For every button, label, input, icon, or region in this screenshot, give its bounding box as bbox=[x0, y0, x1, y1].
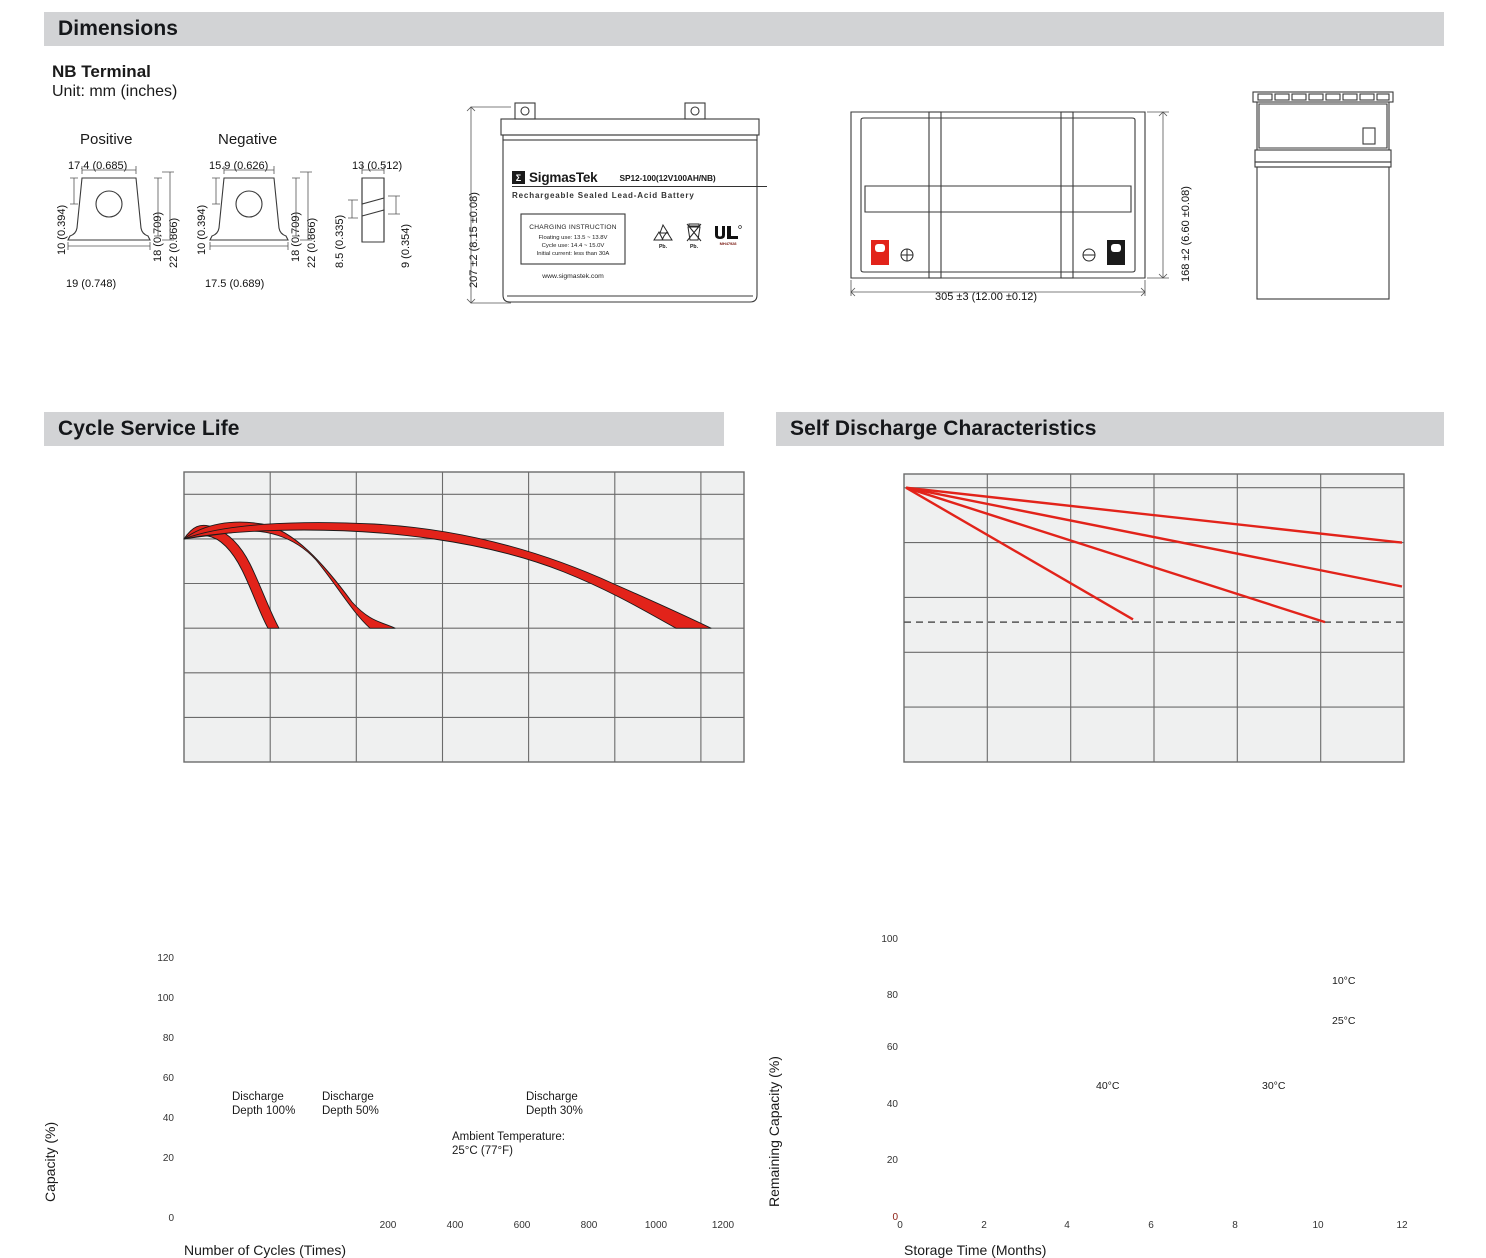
ul-listed-icon bbox=[715, 225, 742, 239]
sd-ytick-100: 100 bbox=[881, 934, 898, 945]
negative-terminal-drawing bbox=[209, 166, 312, 250]
positive-base-width-dim: 19 (0.748) bbox=[66, 278, 117, 290]
sd-y-axis-label: Remaining Capacity (%) bbox=[766, 1056, 782, 1207]
charging-line-floating: Floating use: 13.5 ~ 13.8V bbox=[538, 235, 608, 241]
section-banner-self-discharge: Self Discharge Characteristics bbox=[776, 412, 1444, 446]
sd-ytick-40: 40 bbox=[886, 1099, 898, 1110]
negative-base-width-dim: 17.5 (0.689) bbox=[205, 278, 265, 290]
cycle-xtick-600: 600 bbox=[513, 1220, 531, 1231]
battery-model: SP12-100(12V100AH/NB) bbox=[619, 172, 716, 183]
charging-line-cycle: Cycle use: 14.4 ~ 15.0V bbox=[541, 242, 605, 249]
sigma-logo-icon: Σ bbox=[512, 171, 525, 184]
wheelie-bin-mark: Pb. bbox=[682, 222, 706, 250]
cycle-xtick-1200: 1200 bbox=[711, 1220, 735, 1231]
cycle-xtick-400: 400 bbox=[446, 1220, 464, 1231]
sd-xtick-6: 6 bbox=[1148, 1220, 1154, 1231]
cycle-annotation-ambient-temp: Ambient Temperature: 25°C (77°F) bbox=[452, 1131, 565, 1158]
positive-top-width-dim: 17.4 (0.685) bbox=[68, 160, 128, 172]
section-title-dimensions: Dimensions bbox=[58, 17, 179, 40]
battery-website: www.sigmastek.com bbox=[542, 273, 604, 280]
cycle-xtick-800: 800 bbox=[580, 1220, 598, 1231]
sd-series-label-25c: 25°C bbox=[1332, 1015, 1356, 1027]
wheelie-bin-caption: Pb. bbox=[689, 244, 699, 250]
cycle-annotation-dod30: Discharge Depth 30% bbox=[526, 1091, 583, 1118]
sd-plot-area bbox=[903, 473, 1405, 763]
charging-instruction-block: CHARGING INSTRUCTION Floating use: 13.5 … bbox=[523, 224, 623, 258]
sd-line-30c bbox=[905, 486, 1326, 624]
recycle-caption: Pb. bbox=[658, 244, 668, 250]
cycle-ytick-120: 120 bbox=[157, 953, 174, 964]
sd-ytick-80: 80 bbox=[886, 990, 898, 1001]
cycle-y-axis-label: Capacity (%) bbox=[42, 1121, 58, 1202]
recycle-icon bbox=[653, 223, 673, 241]
brand-name: SigmasTek bbox=[529, 170, 598, 185]
sd-line-25c bbox=[905, 486, 1403, 588]
profile-width-dim: 13 (0.512) bbox=[352, 160, 403, 172]
sd-series-label-40c: 40°C bbox=[1096, 1080, 1120, 1092]
cycle-annotation-dod100: Discharge Depth 100% bbox=[232, 1091, 296, 1118]
section-title-self-discharge: Self Discharge Characteristics bbox=[790, 417, 1097, 440]
positive-terminal-label: Positive bbox=[80, 131, 133, 148]
cycle-xtick-200: 200 bbox=[379, 1220, 397, 1231]
sd-ytick-60: 60 bbox=[886, 1042, 898, 1053]
section-title-cycle: Cycle Service Life bbox=[58, 417, 240, 440]
battery-top-view bbox=[850, 111, 1169, 297]
sd-xtick-10: 10 bbox=[1312, 1220, 1324, 1231]
sd-xtick-8: 8 bbox=[1232, 1220, 1238, 1231]
unit-note: Unit: mm (inches) bbox=[52, 83, 178, 100]
cycle-plot-area bbox=[183, 471, 745, 763]
sd-xtick-0: 0 bbox=[897, 1220, 903, 1231]
recycle-mark: Pb. bbox=[648, 222, 678, 250]
battery-top-width-dim: 305 ±3 (12.00 ±0.12) bbox=[935, 291, 1037, 303]
cycle-annotation-dod50: Discharge Depth 50% bbox=[322, 1091, 379, 1118]
sd-series-label-10c: 10°C bbox=[1332, 975, 1356, 987]
sd-xtick-12: 12 bbox=[1396, 1220, 1408, 1231]
battery-brand-block: Σ SigmasTek SP12-100(12V100AH/NB) Rechar… bbox=[512, 170, 767, 200]
section-banner-cycle: Cycle Service Life bbox=[44, 412, 724, 446]
crossed-wheelie-bin-icon bbox=[686, 223, 702, 242]
cycle-ytick-0: 0 bbox=[168, 1213, 174, 1224]
battery-side-view bbox=[1252, 91, 1394, 300]
cycle-ytick-60: 60 bbox=[162, 1073, 174, 1084]
cycle-x-axis-label: Number of Cycles (Times) bbox=[184, 1242, 347, 1258]
cycle-xtick-1000: 1000 bbox=[644, 1220, 668, 1231]
sd-x-axis-label: Storage Time (Months) bbox=[904, 1242, 1047, 1258]
terminal-profile-drawing bbox=[348, 166, 400, 243]
ul-mark: MH47928 bbox=[712, 224, 744, 246]
sd-xtick-4: 4 bbox=[1064, 1220, 1070, 1231]
section-banner-dimensions: Dimensions bbox=[44, 12, 1444, 46]
positive-terminal-drawing bbox=[67, 166, 174, 250]
cycle-ytick-100: 100 bbox=[157, 993, 174, 1004]
cycle-ytick-20: 20 bbox=[162, 1153, 174, 1164]
sd-ytick-20: 20 bbox=[886, 1155, 898, 1166]
cycle-service-life-chart: 120 100 80 60 40 20 0 200 400 600 800 10… bbox=[42, 462, 745, 1258]
cycle-ytick-40: 40 bbox=[162, 1113, 174, 1124]
cycle-ytick-80: 80 bbox=[162, 1033, 174, 1044]
sd-series-label-30c: 30°C bbox=[1262, 1080, 1286, 1092]
charging-instruction-heading: CHARGING INSTRUCTION bbox=[529, 224, 617, 231]
negative-terminal-label: Negative bbox=[218, 131, 278, 148]
self-discharge-chart: 100 80 60 40 20 0 0 2 4 6 8 10 12 Remain… bbox=[766, 462, 1420, 1258]
battery-subtitle: Rechargeable Sealed Lead-Acid Battery bbox=[512, 191, 695, 200]
sd-line-10c bbox=[905, 486, 1403, 544]
battery-front-view bbox=[466, 102, 760, 304]
ul-file-number: MH47928 bbox=[719, 241, 737, 246]
datasheet-page: Dimensions NB Terminal Unit: mm (inches)… bbox=[42, 12, 1444, 1258]
nb-terminal-heading: NB Terminal bbox=[52, 62, 151, 81]
sd-line-40c bbox=[905, 486, 1134, 621]
charging-line-initial: Initial current: less than 30A bbox=[536, 250, 610, 257]
sd-xtick-2: 2 bbox=[981, 1220, 987, 1231]
